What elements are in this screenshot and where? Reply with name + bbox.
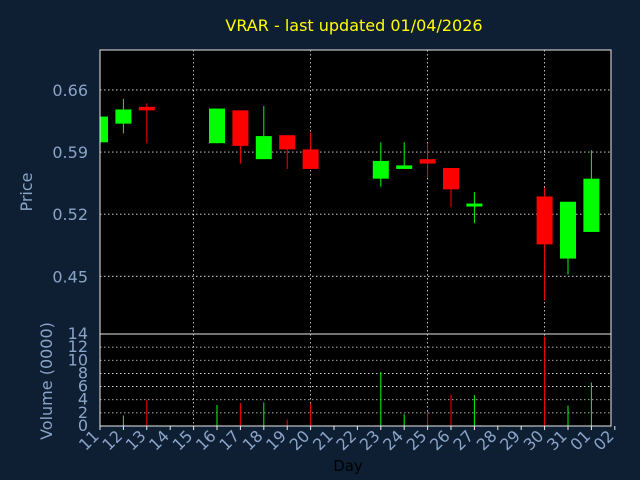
day-tick-labels: 1112131415161718192021222324252627282930… <box>75 426 618 454</box>
price-grid <box>100 89 611 277</box>
price-axis-label: Price <box>17 172 36 211</box>
candle-body <box>419 159 436 164</box>
volume-tick-label: 12 <box>68 337 88 356</box>
candle <box>396 142 413 169</box>
candle-body <box>115 109 132 124</box>
x-axis-label: Day <box>333 457 363 475</box>
price-tick-label: 0.66 <box>52 81 88 100</box>
candle-body <box>255 136 272 160</box>
candles <box>99 98 600 301</box>
candle-body <box>138 106 155 111</box>
volume-tick-label: 8 <box>78 363 88 382</box>
candle <box>536 187 553 301</box>
volume-tick-label: 0 <box>78 416 88 435</box>
price-tick-label: 0.59 <box>52 143 88 162</box>
candle-body <box>100 116 108 143</box>
candle-body <box>209 108 225 144</box>
candle-body <box>302 149 319 169</box>
volume-tick-label: 4 <box>78 390 88 409</box>
chart-title: VRAR - last updated 01/04/2026 <box>225 16 482 35</box>
candle-body <box>560 201 576 259</box>
candle <box>372 142 389 187</box>
candle-body <box>372 160 389 179</box>
volume-tick-label: 2 <box>78 403 88 422</box>
candle <box>209 108 225 144</box>
candle-body <box>396 165 413 169</box>
candle <box>99 116 108 143</box>
volume-frame <box>99 333 612 427</box>
volume-tick-label: 6 <box>78 377 88 396</box>
volume-tick-label: 10 <box>68 350 88 369</box>
price-plot-area <box>100 50 611 334</box>
candle-body <box>536 196 553 245</box>
volume-tick-label: 14 <box>68 324 88 343</box>
candle <box>138 103 155 144</box>
candle <box>560 201 576 275</box>
candle-body <box>443 168 459 190</box>
candle <box>279 135 296 169</box>
candle <box>255 105 272 160</box>
price-tick-label: 0.45 <box>52 267 88 286</box>
candle-body <box>583 178 600 232</box>
day-tick-label: 02 <box>590 426 618 454</box>
price-tick-labels: 0.45 0.52 0.59 0.66 <box>52 81 88 286</box>
candle <box>232 110 249 164</box>
candle <box>115 98 132 134</box>
candle <box>466 192 483 224</box>
candle-body <box>466 203 483 207</box>
candle-body <box>232 110 249 146</box>
volume-plot-area <box>100 334 611 426</box>
candle <box>302 132 319 169</box>
candle <box>583 150 600 232</box>
volume-bars <box>122 336 592 426</box>
price-tick-label: 0.52 <box>52 205 88 224</box>
candle <box>419 143 436 178</box>
candle-body <box>279 135 296 150</box>
candle <box>443 168 459 208</box>
volume-axis-label: Volume (0000) <box>37 322 56 440</box>
